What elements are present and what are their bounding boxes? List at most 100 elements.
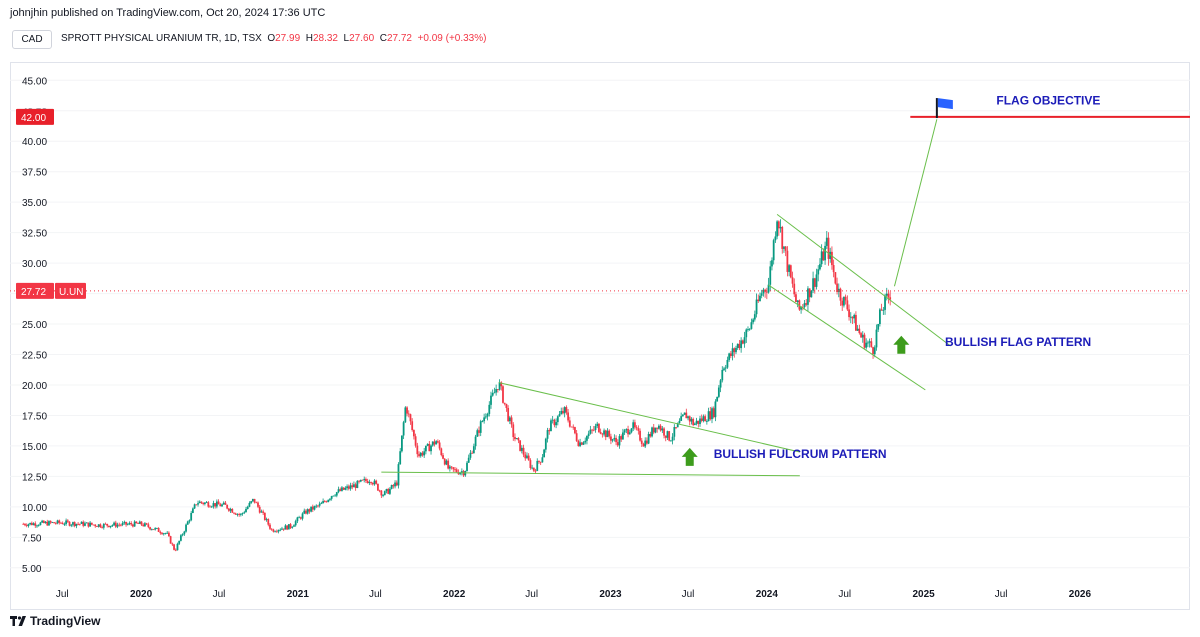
candle-body	[793, 283, 796, 295]
candle-body	[879, 309, 881, 325]
candle-body	[709, 411, 712, 420]
candle-body	[486, 413, 489, 417]
candle-body	[455, 469, 458, 473]
candle-body	[46, 521, 49, 526]
candle-body	[865, 342, 868, 348]
candle-body	[551, 419, 554, 421]
candle-body	[99, 524, 102, 528]
candle-body	[289, 524, 292, 528]
candle-body	[748, 328, 751, 330]
candle-body	[644, 440, 647, 447]
candle-body	[137, 523, 139, 524]
candle-body	[678, 420, 681, 424]
candle-body	[579, 442, 581, 447]
candle-body	[414, 436, 417, 446]
candle-body	[231, 508, 234, 513]
candle-body	[125, 521, 127, 525]
candle-body	[640, 440, 643, 444]
candle-body	[426, 443, 429, 446]
candle-body	[707, 411, 710, 422]
candle-body	[120, 524, 122, 526]
candle-body	[234, 513, 237, 515]
footer-brand: TradingView	[30, 614, 101, 628]
candle-body	[788, 265, 790, 272]
candle-body	[60, 522, 62, 524]
candle-body	[263, 512, 266, 520]
up-arrow-icon	[893, 335, 910, 354]
candle-body	[104, 523, 107, 525]
candle-body	[337, 489, 340, 493]
y-tick-label: 17.50	[22, 411, 47, 422]
candle-body	[39, 522, 42, 526]
candle-body	[659, 425, 662, 431]
candle-body	[258, 506, 261, 513]
candle-body	[781, 227, 784, 249]
candle-body	[66, 520, 69, 522]
candle-body	[598, 423, 600, 433]
candle-body	[586, 436, 588, 441]
candle-body	[418, 454, 420, 457]
candle-body	[392, 485, 395, 487]
candle-body	[442, 455, 444, 459]
candle-body	[807, 288, 809, 305]
candle-body	[250, 501, 253, 503]
candle-body	[712, 408, 715, 418]
candle-body	[834, 272, 837, 284]
candle-body	[404, 407, 407, 423]
candle-body	[102, 523, 105, 528]
candle-body	[466, 462, 468, 472]
high-label: H	[305, 33, 313, 44]
change-value: +0.09 (+0.33%)	[417, 33, 487, 44]
candle-body	[711, 408, 713, 420]
candle-body	[471, 452, 474, 454]
candle-body	[877, 324, 880, 330]
candle-body	[150, 529, 153, 531]
candle-body	[377, 483, 379, 491]
candle-body	[529, 460, 532, 469]
y-tick-label: 40.00	[22, 137, 47, 148]
candle-body	[37, 525, 40, 526]
candle-body	[32, 523, 35, 526]
candle-body	[168, 532, 170, 537]
candle-body	[819, 264, 821, 270]
candle-body	[786, 250, 789, 272]
candle-body	[491, 393, 494, 396]
candle-body	[687, 416, 689, 419]
candle-body	[623, 430, 626, 433]
candle-body	[452, 467, 455, 470]
candle-body	[118, 524, 121, 526]
candle-body	[262, 511, 265, 513]
candle-body	[53, 522, 56, 524]
candle-body	[373, 480, 376, 485]
candle-body	[647, 434, 650, 444]
candle-body	[812, 278, 814, 291]
candle-body	[616, 442, 619, 446]
candle-body	[147, 524, 150, 528]
footer: TradingView	[10, 614, 100, 628]
candle-body	[796, 300, 799, 302]
candle-body	[157, 527, 160, 532]
currency-badge[interactable]: CAD	[12, 30, 52, 49]
candle-body	[54, 523, 57, 525]
candle-body	[762, 289, 765, 294]
candle-body	[846, 300, 849, 310]
candle-body	[96, 526, 98, 527]
candle-body	[435, 441, 438, 445]
candle-body	[365, 478, 367, 482]
candle-body	[534, 470, 537, 472]
candle-body	[397, 464, 400, 486]
candle-body	[224, 502, 227, 505]
candle-body	[395, 482, 398, 486]
candle-body	[363, 478, 366, 481]
candle-body	[190, 512, 193, 521]
candle-body	[322, 501, 324, 504]
candle-body	[574, 427, 576, 434]
candle-body	[765, 291, 768, 293]
candle-body	[174, 549, 177, 551]
candle-body	[126, 524, 129, 525]
candle-body	[867, 342, 869, 344]
candle-body	[693, 423, 696, 426]
last-price-tag	[16, 282, 54, 299]
candle-body	[493, 392, 496, 394]
